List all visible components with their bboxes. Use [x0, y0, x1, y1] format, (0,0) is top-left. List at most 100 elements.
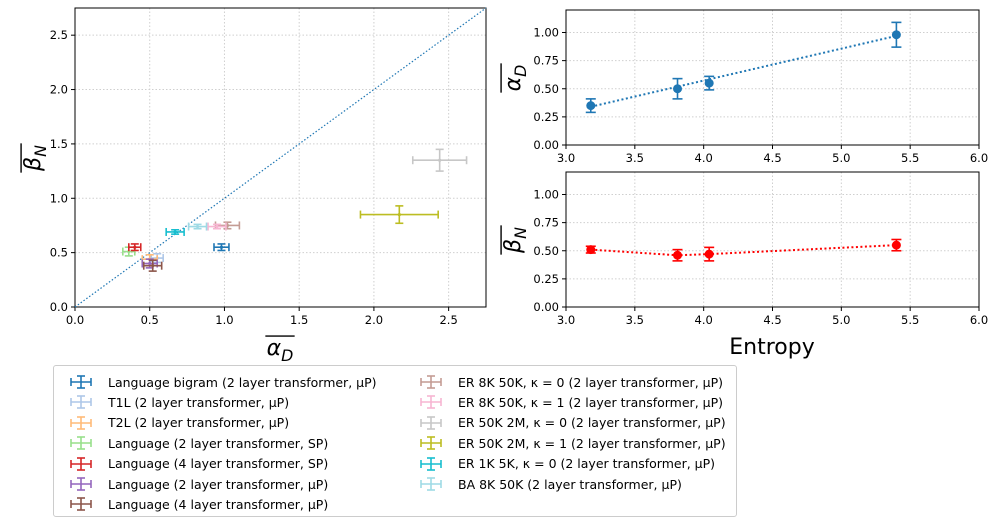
main-xlabel-symbol: α [267, 336, 282, 361]
alpha-entropy-point-3-marker [891, 30, 901, 40]
alpha-entropy-ytick-label: 0.00 [533, 138, 559, 152]
main-point-4-marker [133, 245, 137, 249]
beta-entropy-frame [565, 171, 980, 308]
beta-entropy-axes: 3.0 3.5 4.0 4.5 5.0 5.5 6.0 0.00 0.25 0.50 0.75 1.0… [533, 171, 988, 327]
beta-entropy-xtick-label: 6.0 [970, 313, 988, 327]
legend-marker-icon [416, 436, 446, 450]
main-xlabel-subscript: D [281, 346, 293, 365]
beta-entropy-point-2-marker [704, 249, 714, 259]
legend-label: ER 50K 2M, κ = 1 (2 layer transformer, μ… [458, 435, 726, 451]
main-point-10-marker [397, 212, 401, 217]
main-point-9-marker [438, 158, 442, 162]
beta-entropy-point-1-marker [673, 250, 683, 260]
alpha-entropy-xtick-label: 5.0 [832, 151, 850, 165]
legend-item: Language (2 layer transformer, SP) [66, 433, 328, 453]
legend-marker-icon [416, 395, 446, 410]
alpha-entropy-xtick-label: 6.0 [970, 151, 988, 165]
main-ylabel-subscript: N [31, 145, 50, 157]
main-point-8-marker [215, 224, 219, 229]
beta-entropy-point-2 [704, 246, 715, 262]
beta-entropy-point-3 [891, 238, 902, 252]
main-frame [74, 7, 487, 308]
legend-label: ER 8K 50K, κ = 1 (2 layer transformer, μ… [458, 394, 724, 410]
alpha-entropy-point-0-marker [586, 101, 596, 111]
legend-marker-icon [416, 375, 446, 389]
main-point-6-marker [151, 264, 155, 268]
main-point-0 [213, 243, 230, 252]
legend-label: Language (4 layer transformer, SP) [108, 456, 329, 472]
legend-item: ER 50K 2M, κ = 1 (2 layer transformer, μ… [416, 433, 726, 453]
main-ytick-label: 1.5 [50, 137, 68, 151]
main-xtick-label: 1.0 [215, 313, 233, 327]
alpha-entropy-point-1-marker [673, 84, 683, 94]
beta-entropy-xtick-label: 4.5 [763, 313, 781, 327]
main-ylabel-text: βN [21, 145, 50, 172]
main-xtick-label: 0.5 [141, 313, 159, 327]
beta-entropy-xtick-label: 5.5 [901, 313, 919, 327]
beta-entropy-ytick-label: 0.00 [533, 300, 559, 314]
beta-entropy-point-0-marker [586, 245, 596, 255]
legend-label: Language bigram (2 layer transformer, μP… [108, 374, 377, 390]
main-point-11-marker [173, 230, 177, 234]
legend-marker-icon [66, 477, 96, 491]
legend-marker-icon [66, 436, 96, 450]
legend-marker-icon [416, 477, 446, 491]
main-xtick-label: 2.5 [439, 313, 457, 327]
alpha-entropy-ylabel-text: αD [501, 65, 530, 92]
alpha-entropy-ytick-label: 0.75 [533, 54, 559, 68]
beta-entropy-ylabel-symbol: β [501, 239, 526, 254]
legend-item: Language (4 layer transformer, μP) [66, 494, 328, 514]
beta-entropy-xlabel: Entropy [729, 335, 814, 360]
legend-label: T1L (2 layer transformer, μP) [108, 394, 290, 410]
beta-entropy-point-3-marker [891, 240, 901, 250]
legend-marker-icon [416, 415, 446, 430]
main-xtick-label: 0.0 [66, 313, 84, 327]
legend-label: Language (2 layer transformer, SP) [108, 435, 329, 451]
legend-item: ER 8K 50K, κ = 1 (2 layer transformer, μ… [416, 392, 723, 412]
alpha-entropy-xtick-label: 4.5 [763, 151, 781, 165]
legend-label: Language (4 layer transformer, μP) [108, 496, 329, 512]
main-point-7 [214, 221, 241, 230]
legend-label: Language (2 layer transformer, μP) [108, 476, 329, 492]
alpha-entropy-ylabel-symbol: α [501, 76, 526, 91]
legend-item: Language bigram (2 layer transformer, μP… [66, 372, 377, 392]
legend-label: BA 8K 50K (2 layer transformer, μP) [458, 476, 682, 492]
main-point-12-marker [195, 224, 200, 229]
main-xtick-label: 1.5 [290, 313, 308, 327]
legend-marker-icon [66, 497, 96, 512]
legend-item: Language (2 layer transformer, μP) [66, 474, 328, 494]
main-ytick-label: 2.5 [50, 28, 68, 42]
legend-item: ER 50K 2M, κ = 0 (2 layer transformer, μ… [416, 413, 726, 433]
beta-entropy-ylabel-text: βN [501, 227, 530, 254]
beta-entropy-xtick-label: 5.0 [832, 313, 850, 327]
alpha-entropy-point-1 [672, 77, 683, 100]
legend-marker-icon [66, 375, 96, 389]
alpha-entropy-ytick-label: 0.50 [533, 82, 559, 96]
beta-entropy-xtick-label: 4.0 [695, 313, 713, 327]
beta-entropy-ytick-label: 1.00 [533, 188, 559, 202]
main-point-10 [359, 205, 439, 225]
legend-item: BA 8K 50K (2 layer transformer, μP) [416, 474, 682, 494]
main-point-5-marker [148, 261, 152, 266]
beta-entropy-xtick-label: 3.0 [557, 313, 575, 327]
main-xtick-label: 2.0 [365, 313, 383, 327]
alpha-entropy-point-2 [704, 75, 715, 91]
legend-label: T2L (2 layer transformer, μP) [108, 415, 290, 431]
legend-label: ER 1K 5K, κ = 0 (2 layer transformer, μP… [458, 456, 716, 472]
main-ylabel: βN [20, 143, 50, 173]
main-point-4 [128, 243, 142, 252]
alpha-entropy-frame [565, 9, 980, 146]
beta-entropy-ylabel-subscript: N [511, 227, 530, 239]
alpha-entropy-fit-line [590, 34, 897, 108]
beta-entropy-xtick-label: 3.5 [626, 313, 644, 327]
main-axes: 0.0 0.5 1.0 1.5 2.0 2.5 0.0 0.5 1.0 1.5 2.0 2.5 [50, 7, 487, 327]
main-ytick-label: 0.5 [50, 246, 68, 260]
legend-item: ER 1K 5K, κ = 0 (2 layer transformer, μP… [416, 454, 715, 474]
legend-item: Language (4 layer transformer, SP) [66, 454, 328, 474]
beta-entropy-ytick-label: 0.75 [533, 216, 559, 230]
alpha-entropy-xtick-label: 5.5 [901, 151, 919, 165]
legend-item: T2L (2 layer transformer, μP) [66, 413, 289, 433]
legend-marker-icon [66, 395, 96, 410]
legend: Language bigram (2 layer transformer, μP… [53, 365, 737, 517]
main-ytick-label: 1.0 [50, 191, 68, 205]
